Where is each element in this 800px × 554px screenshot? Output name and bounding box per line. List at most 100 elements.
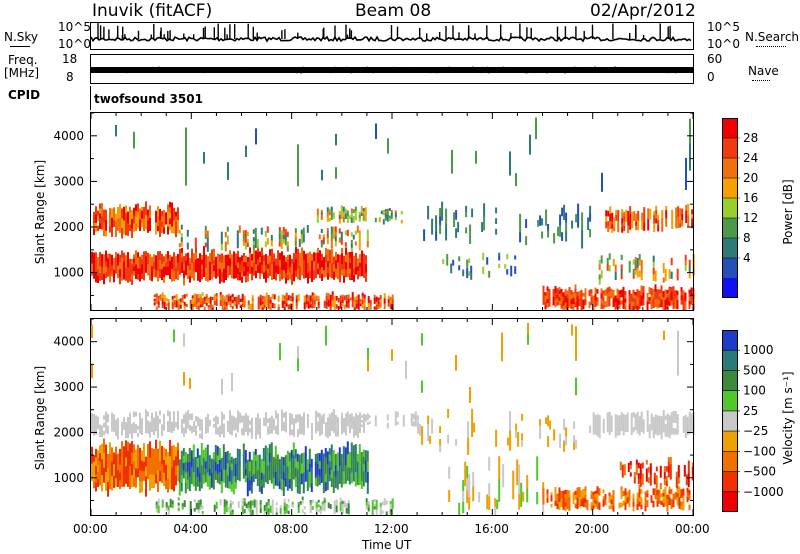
map-cell xyxy=(147,428,149,434)
map-cell xyxy=(688,494,691,501)
map-cell xyxy=(193,428,195,432)
map-cell xyxy=(340,416,343,420)
map-cell xyxy=(634,261,637,267)
map-cell xyxy=(688,289,691,294)
map-cell xyxy=(180,475,183,484)
map-cell xyxy=(363,306,366,311)
map-cell xyxy=(233,423,235,428)
map-cell xyxy=(289,306,292,310)
map-cell xyxy=(362,214,365,218)
map-cell xyxy=(414,411,417,417)
map-cell xyxy=(354,471,357,487)
map-cell xyxy=(267,295,270,303)
map-cell xyxy=(575,326,577,344)
map-cell xyxy=(349,297,352,301)
map-cell xyxy=(97,263,99,271)
map-cell xyxy=(638,270,641,277)
map-cell xyxy=(265,270,267,277)
map-cell xyxy=(141,423,143,430)
map-cell xyxy=(214,453,217,463)
map-cell xyxy=(610,499,613,505)
map-cell xyxy=(314,477,317,487)
map-cell xyxy=(245,413,247,419)
map-cell xyxy=(219,294,222,298)
map-cell xyxy=(602,304,605,309)
map-cell xyxy=(251,253,253,261)
map-cell xyxy=(254,454,257,462)
map-cell xyxy=(107,417,109,423)
map-cell xyxy=(358,464,361,485)
map-cell xyxy=(254,472,257,479)
map-cell xyxy=(199,422,201,427)
map-cell xyxy=(191,426,193,434)
map-cell xyxy=(318,468,321,478)
map-cell xyxy=(155,417,157,425)
map-cell xyxy=(419,424,422,436)
map-cell xyxy=(355,417,357,423)
map-cell xyxy=(167,505,170,511)
map-cell xyxy=(299,426,301,431)
map-cell xyxy=(225,298,228,303)
map-cell xyxy=(161,499,164,508)
map-cell xyxy=(391,498,394,504)
map-cell xyxy=(294,232,297,238)
map-cell xyxy=(286,450,289,460)
map-cell xyxy=(111,254,113,261)
map-cell xyxy=(339,502,342,507)
map-cell xyxy=(670,423,673,435)
map-cell xyxy=(137,257,139,264)
map-cell xyxy=(668,501,671,506)
map-cell xyxy=(587,217,590,230)
map-cell xyxy=(202,466,205,476)
map-cell xyxy=(338,228,341,234)
map-cell xyxy=(282,472,285,481)
map-cell xyxy=(598,259,601,266)
map-cell xyxy=(244,456,247,464)
map-cell xyxy=(251,273,253,281)
map-cell xyxy=(679,211,682,217)
map-cell xyxy=(223,428,225,434)
map-cell xyxy=(318,461,321,470)
colorbar-tick-label: 28 xyxy=(743,131,758,145)
map-cell xyxy=(279,259,281,268)
map-cell xyxy=(677,477,680,484)
map-cell xyxy=(527,322,529,335)
map-cell xyxy=(655,218,658,224)
map-cell xyxy=(353,307,356,311)
map-cell xyxy=(600,288,603,294)
map-cell xyxy=(384,209,387,212)
map-cell xyxy=(275,272,277,281)
map-cell xyxy=(568,299,571,304)
map-cell xyxy=(266,226,269,233)
map-cell xyxy=(161,274,163,281)
map-cell xyxy=(111,412,113,423)
map-cell xyxy=(215,302,218,306)
map-cell xyxy=(265,276,267,283)
map-cell xyxy=(318,453,321,462)
map-cell xyxy=(157,459,159,471)
map-cell xyxy=(325,247,327,256)
map-cell xyxy=(204,234,207,239)
map-cell xyxy=(319,427,321,432)
map-cell xyxy=(608,492,611,497)
map-cell xyxy=(620,412,623,417)
map-cell xyxy=(169,201,171,208)
map-cell xyxy=(628,304,631,310)
map-cell xyxy=(230,463,233,471)
map-cell xyxy=(186,229,189,237)
map-cell xyxy=(219,297,222,301)
map-cell xyxy=(655,466,658,472)
map-cell xyxy=(171,504,174,509)
map-cell xyxy=(309,295,312,299)
map-cell xyxy=(270,240,273,247)
map-cell xyxy=(498,478,501,502)
map-cell xyxy=(664,268,667,282)
map-cell xyxy=(230,477,233,485)
map-cell xyxy=(173,207,175,221)
map-cell xyxy=(177,457,179,466)
map-cell xyxy=(95,252,97,263)
map-cell xyxy=(347,510,350,515)
map-cell xyxy=(161,455,163,465)
map-cell xyxy=(668,290,671,295)
